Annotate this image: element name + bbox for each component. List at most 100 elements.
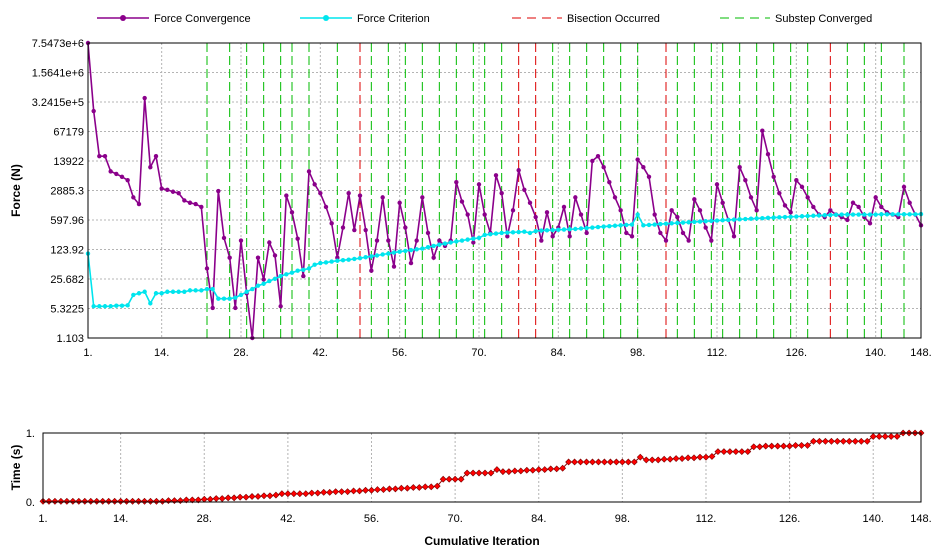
force-convergence-point — [374, 238, 380, 243]
force-convergence-point — [561, 204, 567, 210]
force-convergence-point — [828, 208, 833, 213]
force-criterion-point — [267, 278, 272, 284]
force-criterion-point — [159, 291, 164, 296]
time-point — [839, 437, 847, 445]
force-criterion-point — [686, 220, 691, 225]
force-criterion-point — [567, 227, 572, 232]
time-point — [111, 497, 119, 505]
force-criterion-point — [618, 223, 623, 228]
force-criterion-point — [760, 215, 765, 221]
force-criterion-point — [471, 236, 476, 241]
time-point — [624, 458, 632, 466]
time-point — [391, 485, 399, 493]
force-plot-border — [87, 42, 922, 339]
force-convergence-point — [153, 153, 159, 159]
force-criterion-point — [301, 267, 306, 272]
force-criterion-point — [363, 255, 368, 260]
time-point — [863, 437, 871, 445]
force-convergence-point — [635, 157, 640, 162]
time-point — [684, 454, 692, 462]
force-criterion-point — [652, 222, 657, 227]
force-x-tick-label: 70. — [471, 347, 486, 359]
force-x-tick-label: 84. — [551, 347, 566, 359]
force-criterion-point — [731, 217, 737, 222]
force-criterion-point — [867, 212, 873, 217]
force-criterion-point — [210, 286, 215, 292]
force-criterion-point — [839, 212, 844, 217]
time-plot-area — [43, 433, 921, 502]
force-criterion-point — [380, 252, 385, 257]
force-convergence-point — [272, 253, 278, 258]
time-point — [362, 486, 369, 494]
time-point — [75, 497, 83, 505]
force-criterion-point — [386, 251, 391, 256]
force-convergence-line — [87, 42, 922, 339]
force-criterion-point — [856, 212, 861, 217]
time-point — [881, 433, 889, 440]
force-criterion-point — [221, 296, 227, 301]
force-convergence-point — [301, 273, 306, 279]
force-convergence-point — [227, 255, 232, 260]
force-convergence-point — [380, 195, 385, 200]
time-point — [833, 437, 841, 445]
force-convergence-point — [697, 208, 703, 213]
time-point — [326, 488, 334, 496]
force-convergence-point — [794, 177, 799, 183]
time-y-axis-title: Time (s) — [9, 445, 23, 491]
force-criterion-point — [233, 295, 238, 300]
force-convergence-point — [102, 153, 108, 159]
force-criterion-point — [754, 216, 759, 221]
time-point — [356, 487, 363, 495]
force-criterion-point — [278, 273, 283, 279]
force-convergence-point — [873, 195, 878, 200]
force-criterion-point — [584, 225, 589, 231]
time-x-tick-label: 1. — [38, 513, 47, 525]
time-point — [511, 467, 519, 475]
force-criterion-point — [777, 215, 782, 220]
force-criterion-point — [437, 242, 442, 247]
force-convergence-point — [414, 238, 419, 243]
force-criterion-point — [663, 221, 669, 226]
time-point — [606, 458, 614, 466]
time-point — [153, 497, 160, 505]
time-x-tick-label: 148. — [910, 513, 931, 525]
time-point — [630, 458, 638, 466]
time-point — [445, 475, 453, 483]
force-convergence-point — [612, 195, 618, 200]
time-point — [415, 484, 423, 491]
time-point — [248, 493, 256, 500]
time-point — [242, 493, 250, 501]
legend-swatch-marker — [120, 15, 126, 21]
force-criterion-point — [199, 288, 204, 293]
force-convergence-point — [403, 225, 408, 230]
force-criterion-point — [828, 212, 833, 218]
force-convergence-point — [845, 217, 850, 223]
force-x-tick-label: 56. — [392, 347, 407, 359]
force-criterion-point — [646, 222, 652, 228]
time-point — [159, 497, 166, 505]
force-criterion-point — [238, 292, 244, 298]
force-criterion-point — [890, 212, 895, 217]
force-criterion-point — [306, 266, 312, 271]
force-convergence-point — [216, 188, 221, 194]
time-point — [810, 437, 817, 445]
time-point — [738, 448, 746, 456]
time-point — [618, 458, 626, 466]
time-point — [230, 494, 238, 502]
force-criterion-point — [431, 243, 436, 249]
force-convergence-point — [233, 305, 238, 311]
force-x-tick-label: 14. — [154, 347, 169, 359]
force-convergence-point — [182, 198, 187, 203]
time-x-tick-label: 28. — [197, 513, 212, 525]
force-convergence-point — [629, 234, 635, 239]
force-convergence-point — [788, 210, 793, 215]
force-criterion-point — [578, 226, 584, 231]
force-criterion-point — [788, 214, 793, 219]
force-y-axis-title: Force (N) — [9, 164, 23, 217]
force-criterion-point — [505, 230, 510, 235]
time-point — [648, 456, 656, 464]
time-point — [893, 433, 901, 440]
time-point — [774, 442, 782, 450]
time-point — [887, 433, 895, 440]
